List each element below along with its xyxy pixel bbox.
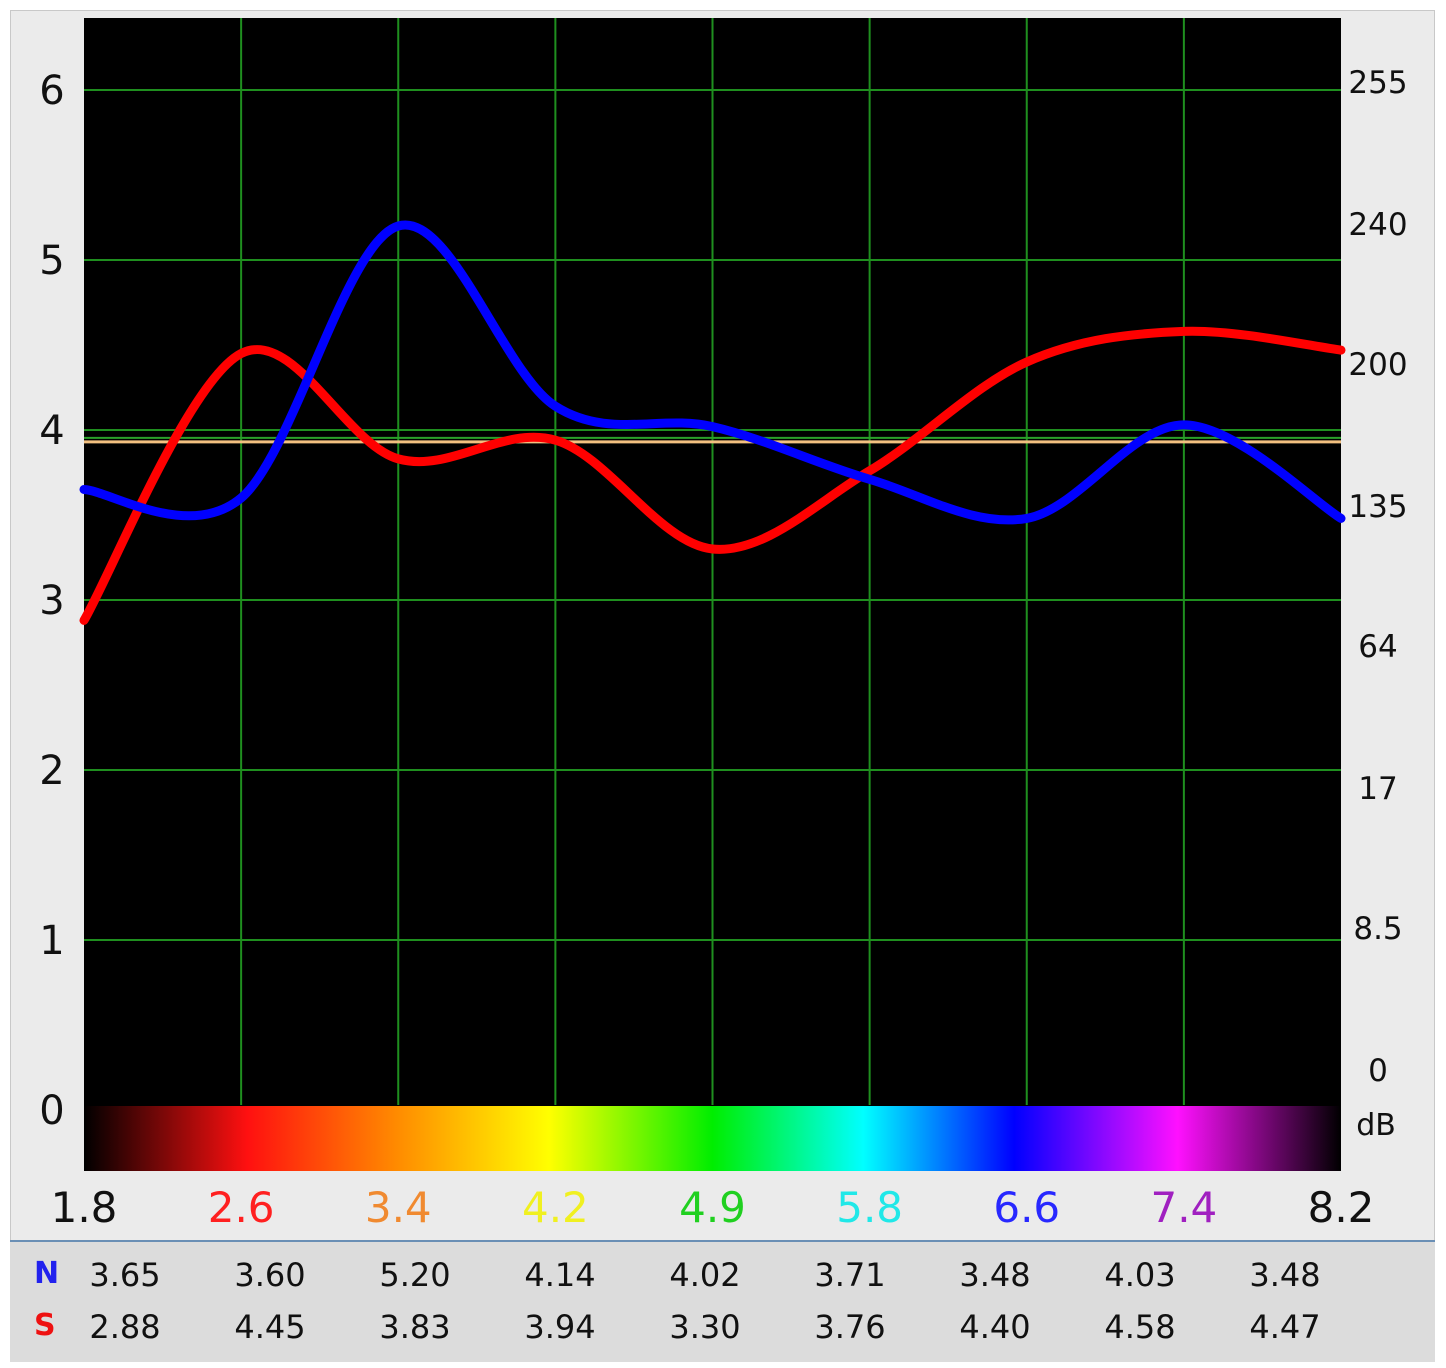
table-cell: 5.20	[379, 1256, 451, 1294]
x-tick-label: 4.2	[522, 1183, 589, 1232]
x-tick-label: 8.2	[1308, 1183, 1375, 1232]
series-line-s	[79, 326, 1346, 625]
table-row-n: N 3.65 3.60 5.20 4.14 4.02 3.71 3.48 4.03 3.48	[10, 1256, 1435, 1306]
y-tick-label-right: 17	[1358, 771, 1397, 807]
x-tick-label: 4.9	[679, 1183, 746, 1232]
y-tick-label-right: 255	[1348, 65, 1407, 101]
row-label-s: S	[34, 1308, 56, 1343]
y-tick-label-right: 135	[1348, 489, 1407, 525]
row-label-n: N	[34, 1256, 60, 1291]
y-tick-label-right: 240	[1348, 207, 1407, 243]
y-tick-label-left: 1	[39, 918, 64, 964]
table-cell: 3.30	[669, 1308, 741, 1346]
x-tick-label: 5.8	[836, 1183, 903, 1232]
x-tick-label: 2.6	[208, 1183, 275, 1232]
y-axis-unit-label: dB	[1356, 1108, 1396, 1143]
table-cell: 3.48	[959, 1256, 1031, 1294]
table-cell: 3.94	[524, 1308, 596, 1346]
y-tick-label-right: 0	[1368, 1053, 1388, 1089]
x-tick-label: 1.8	[51, 1183, 118, 1232]
table-cell: 3.76	[814, 1308, 886, 1346]
table-cell: 2.88	[89, 1308, 161, 1346]
table-cell: 3.65	[89, 1256, 161, 1294]
y-tick-label-right: 64	[1358, 629, 1397, 665]
y-tick-label-right: 8.5	[1353, 911, 1402, 947]
y-tick-label-left: 4	[39, 408, 64, 454]
color-spectrum-bar	[84, 1106, 1341, 1171]
table-cell: 4.03	[1104, 1256, 1176, 1294]
chart: 6 5 4 3 2 1 0 255 240 200 135 64 17 8.5 0 dB 1.8 2.6 3.4 4.…	[39, 18, 1408, 1232]
y-tick-label-right: 200	[1348, 347, 1407, 383]
table-cell: 4.14	[524, 1256, 596, 1294]
table-cell: 4.40	[959, 1308, 1031, 1346]
table-row-s: S 2.88 4.45 3.83 3.94 3.30 3.76 4.40 4.58 4.47	[10, 1308, 1435, 1358]
table-cell: 3.48	[1249, 1256, 1321, 1294]
table-cell: 4.58	[1104, 1308, 1176, 1346]
table-cell: 4.47	[1249, 1308, 1321, 1346]
y-tick-label-left: 3	[39, 578, 64, 624]
x-tick-label: 7.4	[1150, 1183, 1217, 1232]
y-tick-label-left: 5	[39, 238, 64, 284]
table-cell: 3.60	[234, 1256, 306, 1294]
table-cell: 3.83	[379, 1308, 451, 1346]
x-tick-label: 6.6	[993, 1183, 1060, 1232]
y-tick-label-left: 6	[39, 68, 64, 114]
table-cell: 3.71	[814, 1256, 886, 1294]
series-line-n	[79, 220, 1346, 525]
values-table: N 3.65 3.60 5.20 4.14 4.02 3.71 3.48 4.03 3.48 S…	[10, 1240, 1435, 1362]
x-tick-label: 3.4	[365, 1183, 432, 1232]
table-cell: 4.45	[234, 1308, 306, 1346]
table-cell: 4.02	[669, 1256, 741, 1294]
y-tick-label-left: 0	[39, 1088, 64, 1134]
y-tick-label-left: 2	[39, 748, 64, 794]
